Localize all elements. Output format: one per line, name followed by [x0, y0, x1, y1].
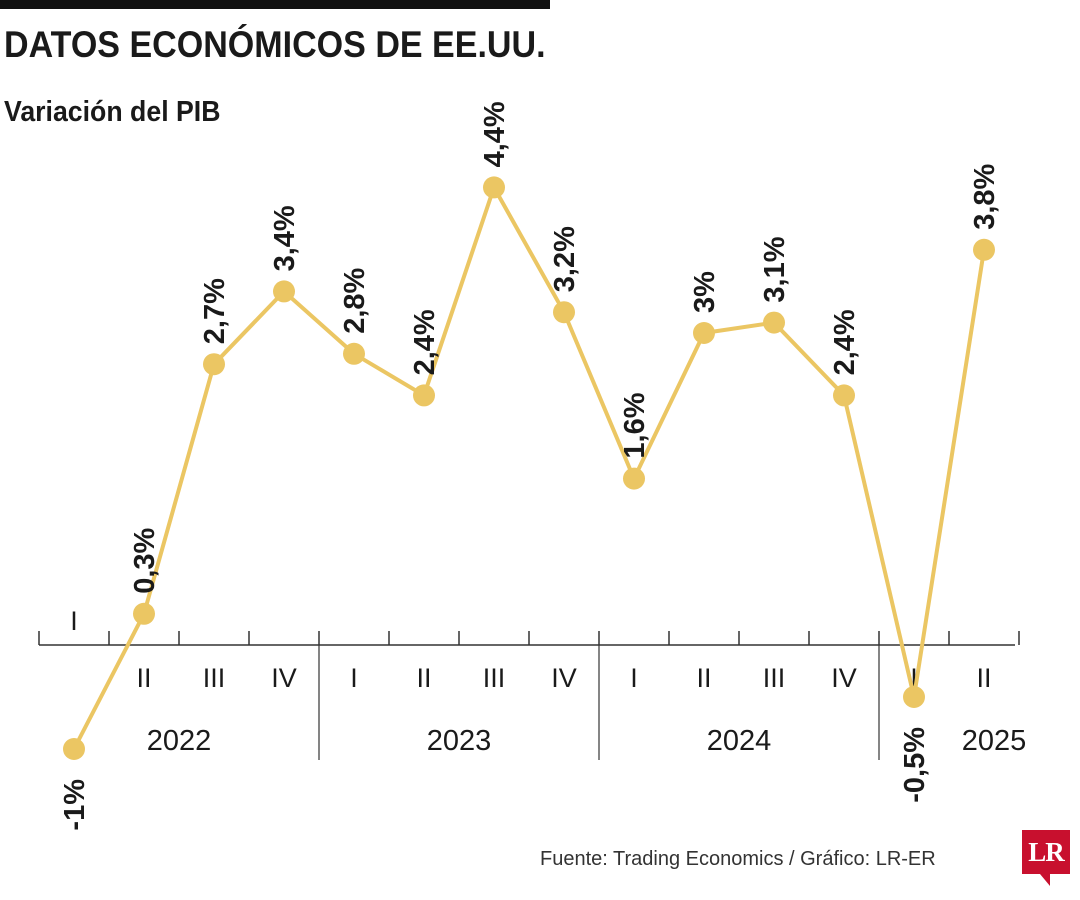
- quarter-label: II: [416, 663, 431, 693]
- data-label: 3,4%: [269, 205, 301, 271]
- chart-title: DATOS ECONÓMICOS DE EE.UU.: [4, 24, 546, 65]
- data-point: [833, 384, 855, 407]
- data-point: [343, 342, 365, 365]
- data-point: [973, 238, 995, 261]
- data-label: 0,3%: [129, 527, 161, 593]
- data-label: 4,4%: [479, 101, 511, 167]
- chart-subtitle: Variación del PIB: [4, 96, 221, 128]
- data-point: [903, 686, 925, 708]
- year-label: 2024: [707, 725, 772, 757]
- data-label: 3,8%: [969, 163, 1001, 229]
- lr-logo-tail: [1040, 874, 1050, 886]
- data-label: 2,4%: [829, 309, 861, 375]
- year-label: 2022: [147, 725, 212, 757]
- data-point: [273, 280, 295, 303]
- data-label: 3,2%: [549, 226, 581, 292]
- data-point: [63, 738, 85, 760]
- source-note: Fuente: Trading Economics / Gráfico: LR-…: [540, 848, 936, 870]
- data-label: 2,4%: [409, 309, 441, 375]
- year-label: 2023: [427, 725, 492, 757]
- data-label: 1,6%: [619, 392, 651, 458]
- quarter-label: I: [350, 663, 358, 693]
- data-point: [203, 353, 225, 376]
- quarter-label: I: [70, 606, 78, 636]
- quarter-label: II: [696, 663, 711, 693]
- data-point: [623, 467, 645, 490]
- data-point: [413, 384, 435, 407]
- quarter-label: I: [630, 663, 638, 693]
- data-label: 3%: [689, 271, 721, 313]
- data-point: [693, 322, 715, 344]
- quarter-label: IV: [831, 663, 857, 693]
- top-rule: [0, 0, 550, 9]
- data-point: [763, 311, 785, 334]
- quarter-label: II: [136, 663, 151, 693]
- quarter-label: I: [910, 663, 918, 693]
- data-point: [133, 602, 155, 625]
- year-label: 2025: [962, 725, 1027, 757]
- data-label: -1%: [59, 779, 91, 831]
- lr-logo: LR: [1022, 830, 1070, 874]
- quarter-label: III: [483, 663, 506, 693]
- gdp-series-line: [72, 182, 986, 750]
- data-label: 3,1%: [759, 236, 791, 302]
- data-label: 2,8%: [339, 267, 371, 333]
- data-label: 2,7%: [199, 278, 231, 344]
- quarter-label: IV: [271, 663, 297, 693]
- data-label: -0,5%: [899, 727, 931, 803]
- data-point: [553, 301, 575, 324]
- quarter-label: IV: [551, 663, 577, 693]
- quarter-label: III: [763, 663, 786, 693]
- quarter-label: II: [976, 663, 991, 693]
- data-point: [483, 176, 505, 199]
- quarter-label: III: [203, 663, 226, 693]
